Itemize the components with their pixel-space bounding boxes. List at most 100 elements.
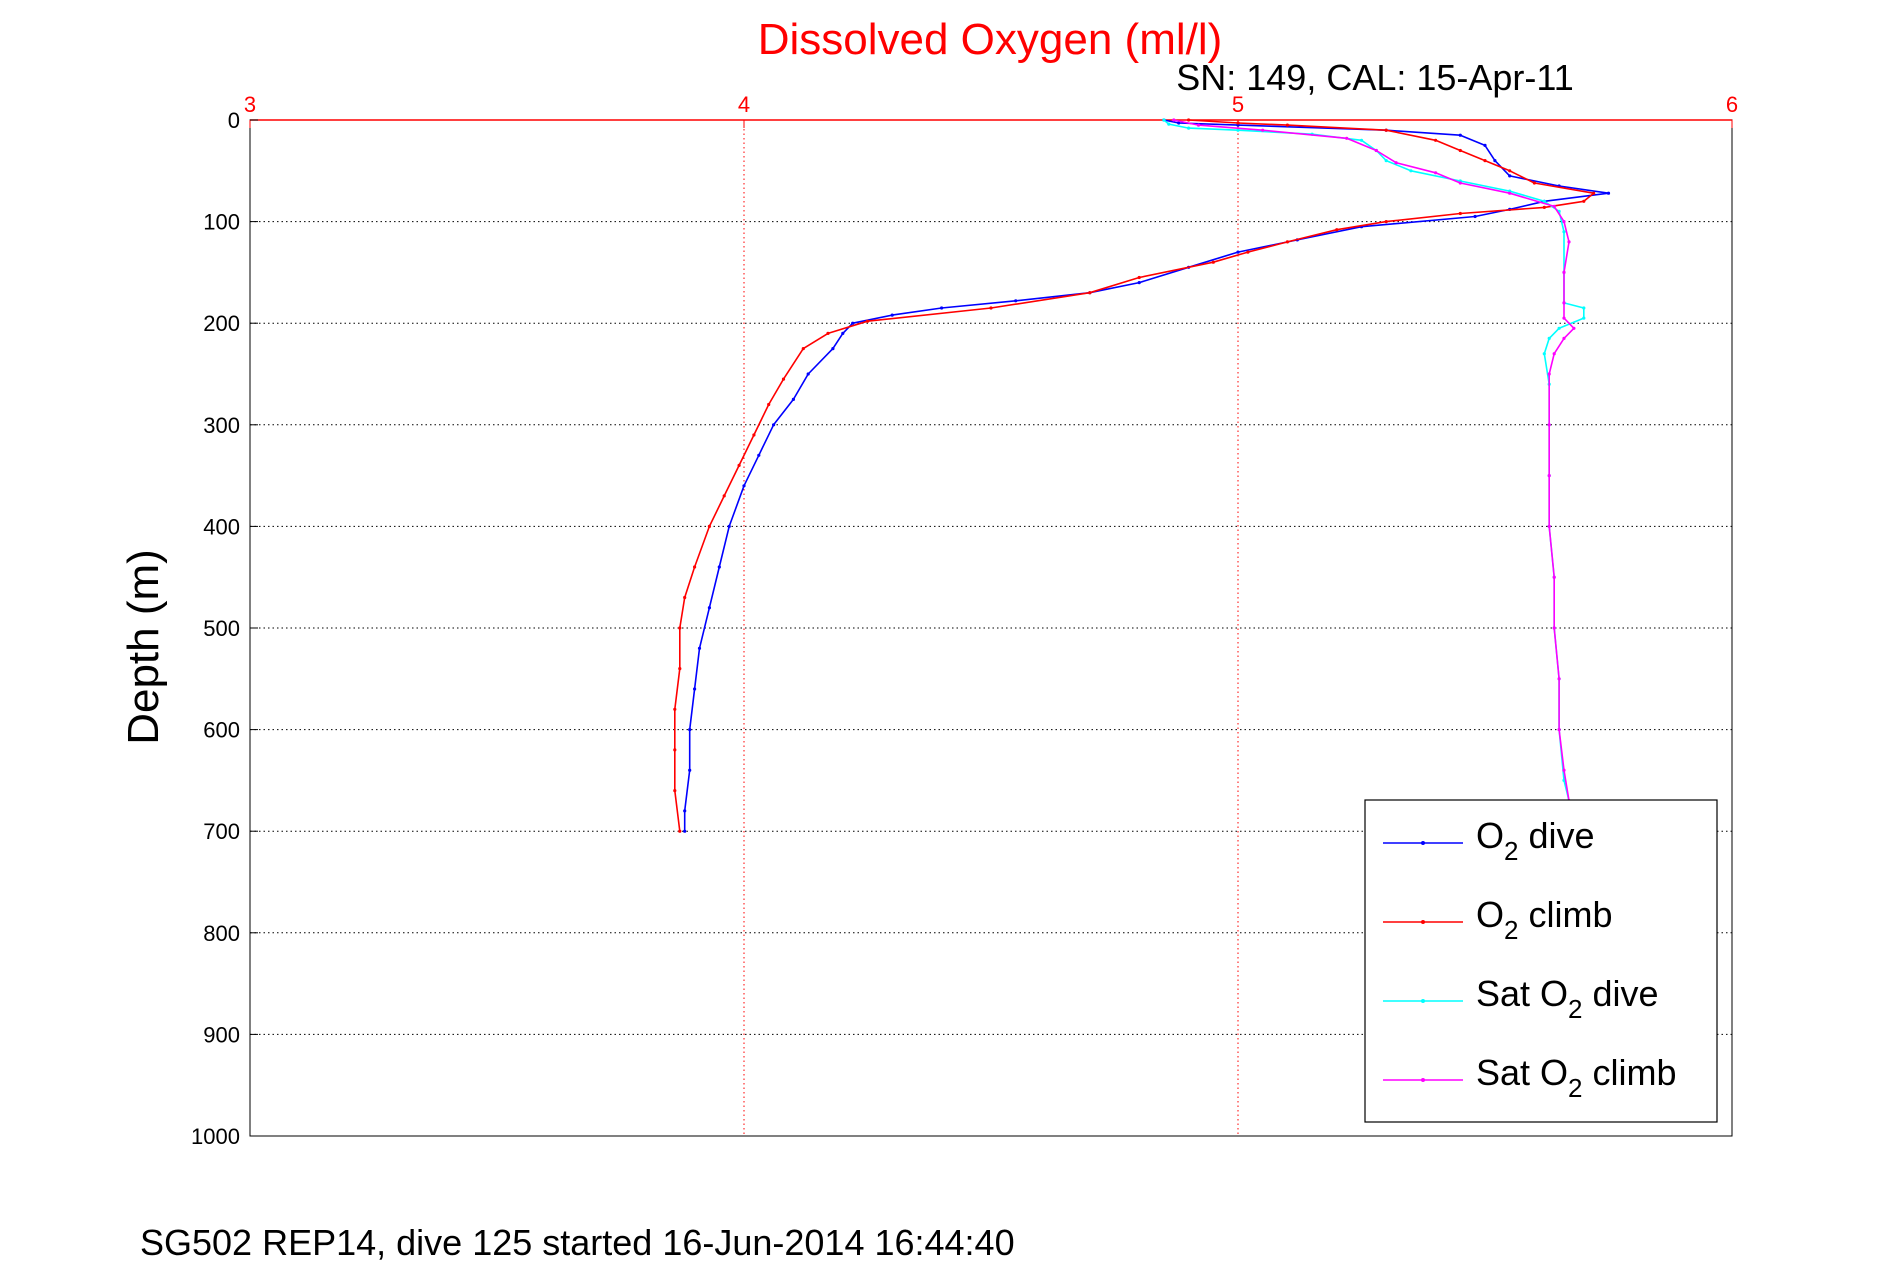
data-point-sat-o2-climb xyxy=(1458,181,1462,185)
data-point-o2-dive xyxy=(697,646,702,650)
legend-marker-o2-climb xyxy=(1421,920,1425,924)
data-point-sat-o2-climb xyxy=(1434,171,1438,175)
data-point-o2-dive xyxy=(707,606,712,610)
data-point-o2-climb xyxy=(1434,138,1438,142)
data-point-o2-dive xyxy=(717,565,721,569)
data-point-o2-climb xyxy=(1458,148,1462,153)
data-point-o2-climb xyxy=(678,667,682,671)
data-point-o2-dive xyxy=(1014,299,1018,303)
series-line-o2-climb xyxy=(674,119,1595,832)
data-point-sat-o2-dive xyxy=(1582,316,1586,320)
data-point-sat-o2-climb xyxy=(1562,768,1566,772)
data-point-o2-dive xyxy=(1236,250,1240,254)
data-point-o2-climb xyxy=(989,306,993,310)
data-point-o2-climb xyxy=(1285,240,1289,244)
legend-label-sat-o2-dive: Sat O2 dive xyxy=(1476,973,1659,1024)
data-point-sat-o2-climb xyxy=(1547,524,1551,529)
legend-label-o2-dive: O2 dive xyxy=(1476,815,1595,866)
data-point-sat-o2-climb xyxy=(1552,575,1556,579)
data-point-sat-o2-climb xyxy=(1261,128,1265,132)
data-point-o2-dive xyxy=(851,321,855,325)
data-point-o2-climb xyxy=(752,433,756,437)
y-tick-label: 300 xyxy=(203,413,240,438)
data-point-o2-climb xyxy=(1285,123,1289,127)
data-point-o2-climb xyxy=(1542,205,1546,209)
data-point-sat-o2-dive xyxy=(1547,336,1551,340)
data-point-o2-climb xyxy=(1592,191,1596,195)
data-point-o2-climb xyxy=(673,748,677,752)
legend-label-o2-climb: O2 climb xyxy=(1476,894,1613,945)
data-point-o2-dive xyxy=(693,687,697,691)
data-point-o2-dive xyxy=(1137,281,1141,285)
x-tick-label: 3 xyxy=(244,92,256,117)
legend-marker-sat-o2-climb xyxy=(1421,1078,1425,1082)
data-point-o2-climb xyxy=(1384,128,1388,132)
data-point-o2-climb xyxy=(1384,220,1388,224)
data-point-o2-dive xyxy=(757,453,761,457)
data-point-sat-o2-climb xyxy=(1345,136,1349,140)
data-point-sat-o2-climb xyxy=(1552,352,1556,356)
data-point-sat-o2-dive xyxy=(1384,159,1388,163)
data-point-o2-dive xyxy=(1458,133,1462,137)
data-point-o2-dive xyxy=(831,347,835,351)
data-point-sat-o2-climb xyxy=(1552,204,1556,208)
data-point-sat-o2-climb xyxy=(1562,336,1566,340)
y-tick-label: 500 xyxy=(203,616,240,641)
data-point-o2-climb xyxy=(737,463,741,467)
data-point-o2-climb xyxy=(683,595,687,600)
data-point-o2-climb xyxy=(865,319,870,323)
y-tick-label: 700 xyxy=(203,819,240,844)
data-point-sat-o2-climb xyxy=(1562,316,1566,320)
data-point-o2-dive xyxy=(890,313,894,317)
y-tick-label: 0 xyxy=(228,108,240,133)
footer-caption: SG502 REP14, dive 125 started 16-Jun-201… xyxy=(140,1222,1015,1262)
data-point-o2-dive xyxy=(742,484,746,488)
data-point-sat-o2-climb xyxy=(1394,161,1398,165)
data-point-o2-climb xyxy=(1211,260,1215,264)
data-point-o2-climb xyxy=(722,494,726,498)
x-axis-ticks: 3 4 5 6 xyxy=(244,92,1738,128)
chart-title: Dissolved Oxygen (ml/l) xyxy=(758,15,1223,64)
data-point-sat-o2-climb xyxy=(1374,148,1378,153)
data-point-o2-dive xyxy=(806,372,810,376)
data-point-o2-climb xyxy=(826,331,830,335)
data-point-o2-climb xyxy=(1088,291,1092,295)
y-axis-label: Depth (m) xyxy=(119,549,168,745)
data-point-o2-climb xyxy=(767,402,771,407)
data-point-o2-dive xyxy=(791,397,796,401)
y-tick-label: 1000 xyxy=(191,1124,240,1149)
data-point-o2-dive xyxy=(1177,121,1181,125)
data-point-sat-o2-dive xyxy=(1236,128,1240,132)
y-tick-label: 200 xyxy=(203,311,240,336)
data-point-sat-o2-climb xyxy=(1196,123,1201,127)
data-point-o2-dive xyxy=(683,809,687,813)
data-point-sat-o2-climb xyxy=(1557,728,1561,732)
data-point-o2-dive xyxy=(1473,214,1477,219)
legend: O2 dive O2 climb Sat O2 dive Sat O2 climb xyxy=(1364,799,1718,1123)
x-tick-label: 5 xyxy=(1232,92,1244,117)
data-point-sat-o2-dive xyxy=(1187,126,1191,130)
data-point-o2-climb xyxy=(1508,169,1512,173)
data-point-o2-climb xyxy=(1335,228,1339,232)
x-tick-label: 4 xyxy=(738,92,750,117)
data-point-sat-o2-dive xyxy=(1542,199,1546,203)
series-group xyxy=(673,118,1611,833)
series-line-sat-o2-climb xyxy=(1173,119,1575,801)
data-point-sat-o2-climb xyxy=(1562,270,1566,274)
data-point-o2-climb xyxy=(801,347,805,351)
data-point-o2-climb xyxy=(1187,118,1191,122)
data-point-o2-dive xyxy=(1493,159,1497,163)
data-point-o2-climb xyxy=(1483,159,1487,163)
data-point-o2-dive xyxy=(1483,143,1487,147)
legend-label-sat-o2-climb: Sat O2 climb xyxy=(1476,1052,1677,1103)
y-tick-label: 400 xyxy=(203,514,240,539)
data-point-o2-dive xyxy=(727,524,731,529)
data-point-o2-climb xyxy=(1582,199,1586,203)
data-point-o2-climb xyxy=(678,626,682,630)
data-point-o2-dive xyxy=(940,306,944,310)
data-point-sat-o2-dive xyxy=(1409,169,1413,173)
data-point-sat-o2-climb xyxy=(1172,118,1176,122)
data-point-sat-o2-climb xyxy=(1552,626,1556,630)
data-point-sat-o2-dive xyxy=(1167,122,1171,126)
data-point-o2-dive xyxy=(772,423,776,427)
